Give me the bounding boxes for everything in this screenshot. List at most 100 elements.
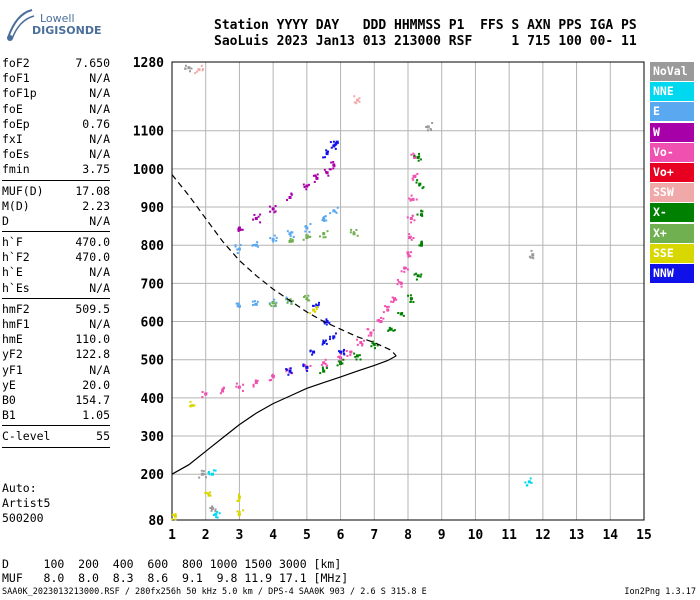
echo-pixel	[329, 212, 332, 215]
echo-pixel	[349, 354, 352, 357]
echo-pixel	[415, 198, 418, 201]
echo-point	[187, 66, 191, 70]
echo-point	[389, 327, 393, 331]
echo-pixel	[408, 197, 411, 200]
echo-pixel	[324, 236, 327, 239]
series-e	[234, 206, 339, 308]
echo-pixel	[323, 215, 326, 218]
echo-point	[352, 232, 356, 236]
echo-pixel	[256, 245, 259, 248]
param-row: foF2 7.650	[2, 56, 110, 71]
echo-pixel	[272, 375, 275, 378]
echo-pixel	[251, 300, 254, 303]
echo-pixel	[210, 509, 213, 512]
echo-pixel	[291, 231, 294, 234]
echo-pixel	[371, 340, 374, 343]
footer-info: SAA0K_2023013213000.RSF / 280fx256h 50 k…	[2, 587, 427, 597]
echo-point	[288, 369, 292, 373]
echo-pixel	[274, 210, 277, 213]
x-tick-label: 15	[636, 528, 652, 543]
echo-pixel	[329, 335, 332, 338]
echo-pixel	[324, 358, 327, 361]
echo-pixel	[195, 70, 198, 73]
echo-pixel	[306, 369, 309, 372]
echo-pixel	[384, 305, 387, 308]
echo-point	[237, 495, 241, 499]
param-label: B0	[2, 392, 16, 407]
echo-pixel	[334, 332, 337, 335]
echo-pixel	[316, 173, 319, 176]
param-row: B1 1.05	[2, 408, 110, 423]
echo-pixel	[315, 307, 318, 310]
echo-pixel	[409, 199, 412, 202]
echo-pixel	[285, 368, 288, 371]
echo-pixel	[336, 141, 339, 144]
param-row: hmF2 509.5	[2, 302, 110, 317]
echo-pixel	[312, 351, 315, 354]
echo-pixel	[271, 373, 274, 376]
echo-pixel	[323, 220, 326, 223]
echo-pixel	[410, 238, 413, 241]
echo-pixel	[406, 216, 409, 219]
param-label: fxI	[2, 131, 23, 146]
echo-pixel	[304, 230, 307, 233]
param-value: 509.5	[75, 301, 110, 316]
echo-pixel	[325, 323, 328, 326]
echo-point	[418, 182, 422, 186]
echo-pixel	[239, 244, 242, 247]
x-tick-label: 4	[269, 528, 277, 543]
param-label: hmF1	[2, 317, 30, 331]
param-value: N/A	[89, 213, 110, 228]
echo-pixel	[412, 237, 415, 240]
echo-pixel	[328, 338, 331, 341]
echo-pixel	[288, 367, 291, 370]
param-label: foF1	[2, 71, 30, 86]
echo-point	[214, 512, 218, 516]
param-row: C-level 55	[2, 429, 110, 444]
echo-pixel	[413, 273, 416, 276]
echo-pixel	[238, 510, 241, 513]
echo-pixel	[306, 185, 309, 188]
x-tick-label: 12	[535, 528, 551, 543]
echo-point	[372, 342, 376, 346]
echo-pixel	[307, 294, 310, 297]
echo-pixel	[211, 505, 214, 508]
param-label: h`Es	[2, 280, 30, 295]
param-separator	[2, 179, 110, 181]
echo-pixel	[256, 241, 259, 244]
echo-point	[359, 341, 363, 345]
param-row: h`F 470.0	[2, 235, 110, 250]
echo-pixel	[253, 303, 256, 306]
echo-pixel	[342, 350, 345, 353]
echo-pixel	[289, 367, 292, 370]
echo-pixel	[400, 313, 403, 316]
echo-pixel	[205, 492, 208, 495]
echo-pixel	[399, 281, 402, 284]
echo-pixel	[407, 255, 410, 258]
echo-pixel	[273, 298, 276, 301]
echo-pixel	[252, 383, 255, 386]
param-row: M(D) 2.23	[2, 199, 110, 214]
echo-point	[254, 243, 258, 247]
echo-pixel	[309, 223, 312, 226]
echo-pixel	[270, 304, 273, 307]
echo-pixel	[322, 156, 325, 159]
echo-pixel	[201, 69, 204, 72]
echo-pixel	[254, 300, 257, 303]
echo-pixel	[324, 339, 327, 342]
echo-pixel	[240, 228, 243, 231]
echo-pixel	[309, 312, 312, 315]
echo-pixel	[526, 484, 529, 487]
legend-item-nnw: NNW	[650, 263, 694, 283]
echo-pixel	[322, 339, 325, 342]
param-value: 17.08	[75, 183, 110, 198]
echo-pixel	[289, 237, 292, 240]
echo-pixel	[201, 391, 204, 394]
echo-pixel	[313, 180, 316, 183]
echo-pixel	[236, 248, 239, 251]
auto-artist: Artist5	[2, 496, 51, 510]
echo-pixel	[235, 385, 238, 388]
y-tick-label: 600	[141, 316, 165, 331]
echo-point	[173, 514, 177, 518]
echo-pixel	[194, 72, 197, 75]
